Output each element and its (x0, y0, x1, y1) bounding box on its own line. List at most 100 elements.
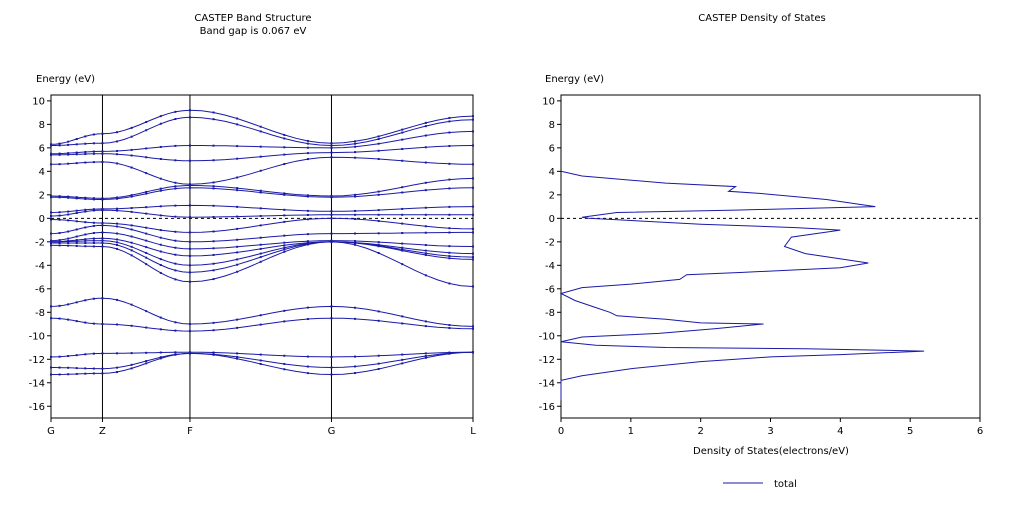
bs-band-point (212, 111, 215, 114)
bs-band-point (67, 244, 70, 247)
bs-band-line (50, 209, 473, 218)
bs-band-point (75, 235, 78, 238)
bs-band-point (159, 357, 162, 360)
dos-y-tick-label: 10 (542, 96, 555, 107)
dos-y-axis-label: Energy (eV) (545, 74, 604, 85)
bs-band-point (472, 252, 474, 255)
bs-band-point (259, 224, 262, 227)
bs-band-point (174, 246, 177, 249)
bs-band-point (84, 367, 87, 370)
bs-band-point (67, 366, 70, 369)
bs-band-point (75, 372, 78, 375)
bs-band-point (159, 177, 162, 180)
bs-band-point (116, 162, 119, 165)
bs-band-point (236, 258, 239, 261)
bs-band-point (130, 303, 133, 306)
bs-band-point (58, 163, 61, 166)
bs-band-point (401, 322, 404, 325)
bs-band-point (101, 207, 104, 210)
bs-band-point (283, 153, 286, 156)
bs-band-point (236, 326, 239, 329)
bs-band-point (174, 278, 177, 281)
bs-band-point (159, 356, 162, 359)
dos-y-tick-label: -2 (545, 237, 555, 248)
bs-band-point (377, 149, 380, 152)
bs-band-point (130, 245, 133, 248)
bs-band-point (306, 318, 309, 321)
bs-band-point (448, 257, 451, 260)
bs-band-point (145, 362, 148, 365)
bs-band-line (50, 217, 474, 233)
bs-band-point (212, 240, 215, 243)
bs-band-point (84, 245, 87, 248)
bs-band-point (330, 213, 333, 216)
bs-band-point (101, 239, 104, 242)
bs-band-point (101, 323, 104, 326)
bs-band-point (50, 152, 52, 155)
bs-band-point (424, 355, 427, 358)
bs-band-point (330, 240, 333, 243)
bs-band-point (116, 247, 119, 250)
bs-band-point (401, 191, 404, 194)
bs-band-point (354, 156, 357, 159)
bs-band-point (188, 159, 191, 162)
bs-band-point (401, 353, 404, 356)
bs-band-point (50, 143, 52, 146)
bs-band-point (84, 210, 87, 213)
bs-band-point (159, 250, 162, 253)
bs-band-point (306, 139, 309, 142)
bs-band-point (236, 176, 239, 179)
bs-band-point (354, 317, 357, 320)
bs-band-point (283, 362, 286, 365)
bs-band-point (92, 161, 95, 164)
bs-band-point (130, 235, 133, 238)
bs-band-point (401, 246, 404, 249)
bs-band-point (448, 255, 451, 258)
bs-band-point (330, 142, 333, 145)
bs-band-point (330, 232, 333, 235)
bs-band-point (75, 143, 78, 146)
bs-band-point (174, 187, 177, 190)
bs-band-point (67, 355, 70, 358)
bs-band-point (84, 239, 87, 242)
bs-band-point (283, 163, 286, 166)
bs-band-point (67, 239, 70, 242)
bs-band-point (174, 321, 177, 324)
bs-band-point (130, 207, 133, 210)
bs-band-point (58, 211, 61, 214)
bs-kpoint-lines (101, 95, 332, 418)
bs-band-point (306, 240, 309, 243)
bs-band-point (259, 362, 262, 365)
bs-band-point (174, 353, 177, 356)
bs-band-point (188, 204, 191, 207)
bs-band-point (58, 240, 61, 243)
bs-band-point (236, 251, 239, 254)
bs-band-point (159, 189, 162, 192)
bs-band-point (472, 213, 474, 216)
bs-band-point (306, 233, 309, 236)
bs-band-point (424, 189, 427, 192)
bs-band-point (354, 355, 357, 358)
bs-band-point (377, 138, 380, 141)
bs-band-point (50, 153, 52, 156)
dos-y-tick-label: -10 (539, 331, 555, 342)
bs-band-point (330, 217, 333, 220)
bs-band-point (259, 155, 262, 158)
bs-band-point (50, 195, 52, 198)
bs-band-point (92, 198, 95, 201)
bs-band-point (58, 218, 61, 221)
bs-band-point (306, 194, 309, 197)
bs-bands (50, 109, 474, 376)
dos-x-tick-label: 2 (697, 426, 703, 437)
bs-band-point (174, 262, 177, 265)
bs-band-point (212, 215, 215, 218)
bs-band-point (401, 138, 404, 141)
bs-band-point (174, 185, 177, 188)
bs-band-line (50, 297, 474, 327)
bs-band-point (101, 142, 104, 145)
dos-x-tick-label: 6 (977, 426, 983, 437)
bs-band-point (448, 187, 451, 190)
dos-title: CASTEP Density of States (698, 13, 826, 24)
bs-band-point (159, 158, 162, 161)
bs-band-point (401, 263, 404, 266)
